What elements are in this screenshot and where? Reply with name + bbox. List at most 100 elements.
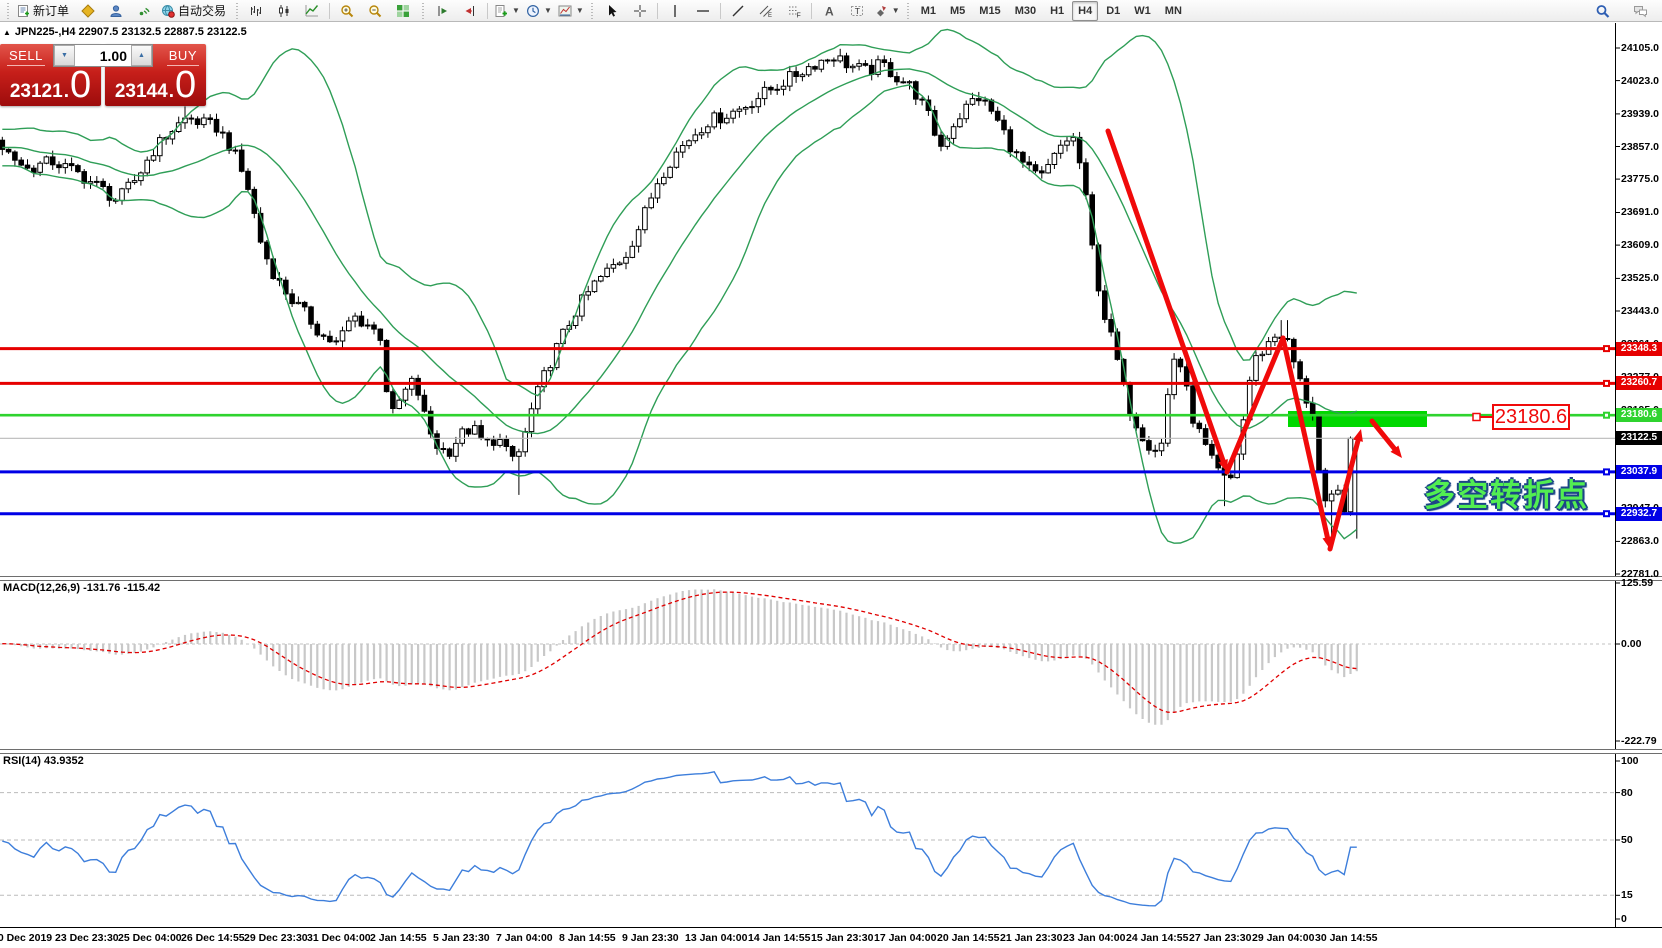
timeframe-m1-button[interactable]: M1 — [920, 4, 936, 17]
community-button[interactable] — [102, 0, 130, 22]
line-chart-icon — [305, 4, 319, 16]
time-tick: 20 Dec 2019 — [0, 932, 53, 944]
time-tick: 30 Jan 14:55 — [1315, 932, 1378, 944]
autotrading-button-label: 自动交易 — [178, 4, 227, 18]
bar-chart-button[interactable] — [242, 0, 270, 22]
rsi-line — [2, 771, 1357, 907]
toolbar-drag-handle[interactable] — [233, 2, 241, 19]
macd-label: MACD(12,26,9) -131.76 -115.42 — [3, 582, 161, 594]
timeframe-h1-button[interactable]: H1 — [1050, 4, 1065, 17]
signals-button[interactable] — [130, 0, 158, 22]
price-tick: 23525.0 — [1621, 272, 1659, 284]
macd-indicator — [0, 589, 1615, 725]
sell-price-dot: . — [63, 81, 69, 102]
symbol-ohlc-text: JPN225-,H4 22907.5 23132.5 22887.5 23122… — [14, 26, 247, 38]
timeframe-m15-button[interactable]: M15 — [979, 4, 1001, 17]
chevron-down-icon[interactable]: ▼ — [543, 6, 552, 15]
bollinger-bands — [2, 28, 1358, 544]
price-badge-23260.7: 23260.7 — [1616, 376, 1662, 390]
chat-button[interactable] — [1626, 0, 1654, 22]
rsi-scale-100: 100 — [1621, 755, 1639, 767]
fibo-button[interactable]: F — [780, 0, 808, 22]
price-tick: 23857.0 — [1621, 141, 1659, 153]
trendline-button[interactable] — [724, 0, 752, 22]
autotrading-icon — [162, 4, 175, 18]
toolbar-right — [1588, 0, 1662, 22]
rsi-scale-0: 0 — [1621, 913, 1627, 925]
preview-button[interactable]: ▼ — [555, 0, 587, 22]
toolbar-separator — [810, 2, 812, 19]
auto-scroll-button[interactable] — [456, 0, 484, 22]
pane-separator-rsi[interactable] — [0, 749, 1662, 754]
macd-scale-top: 125.59 — [1621, 577, 1654, 589]
toolbar-drag-handle[interactable] — [904, 2, 912, 19]
templates-button[interactable]: ▼ — [491, 0, 523, 22]
level-price-label[interactable]: 23180.6 — [1492, 404, 1570, 430]
volume-decrease-button[interactable]: ▼ — [54, 45, 75, 66]
pane-separator-macd[interactable] — [0, 576, 1662, 581]
time-tick: 8 Jan 14:55 — [559, 932, 616, 944]
volume-increase-button[interactable]: ▲ — [131, 45, 152, 66]
toolbar-separator — [329, 2, 331, 19]
toolbar-drag-handle[interactable] — [4, 2, 11, 19]
chevron-down-icon[interactable]: ▼ — [575, 6, 584, 15]
periods-button[interactable]: ▼ — [523, 0, 555, 22]
toolbar-drag-handle[interactable] — [419, 2, 427, 19]
line-chart-button[interactable] — [298, 0, 326, 22]
new-order-button[interactable]: 新订单 — [13, 0, 74, 22]
channel-icon: E — [759, 5, 772, 18]
crosshair-icon — [633, 4, 646, 17]
chart-shift-button[interactable] — [428, 0, 456, 22]
time-tick: 25 Dec 04:00 — [118, 932, 182, 944]
cursor-button[interactable] — [598, 0, 626, 22]
buy-price-big: 0 — [174, 64, 197, 106]
time-tick: 5 Jan 23:30 — [433, 932, 490, 944]
time-tick: 2 Jan 14:55 — [370, 932, 427, 944]
macd-scale-bottom: -222.79 — [1621, 735, 1657, 747]
time-tick: 26 Dec 14:55 — [181, 932, 245, 944]
new-order-icon — [18, 4, 29, 17]
crosshair-button[interactable] — [626, 0, 654, 22]
timeframe-w1-button[interactable]: W1 — [1134, 4, 1151, 17]
rsi-scale-50: 50 — [1621, 834, 1633, 846]
timeframe-d1-button[interactable]: D1 — [1106, 4, 1121, 17]
label-button[interactable]: T — [843, 0, 871, 22]
chevron-down-icon[interactable]: ▼ — [512, 6, 520, 15]
fibo-icon: F — [788, 6, 801, 18]
timeframe-m5-button[interactable]: M5 — [950, 4, 966, 17]
buy-price: 23144 . 0 — [105, 66, 206, 104]
macd-scale-zero: 0.00 — [1621, 638, 1642, 650]
timeframe-h4-button[interactable]: H4 — [1072, 0, 1099, 21]
zoom-in-button[interactable] — [333, 0, 361, 22]
hline-button[interactable] — [689, 0, 717, 22]
search-button[interactable] — [1588, 0, 1616, 22]
candle-chart-button[interactable] — [270, 0, 298, 22]
zoom-out-button[interactable] — [361, 0, 389, 22]
tile-windows-button[interactable] — [389, 0, 417, 22]
text-button[interactable]: A — [815, 0, 843, 22]
time-tick: 17 Jan 04:00 — [874, 932, 937, 944]
timeframe-m30-button[interactable]: M30 — [1014, 4, 1037, 17]
vline-button[interactable] — [661, 0, 689, 22]
autotrading-button[interactable]: 自动交易 — [158, 0, 231, 22]
zigzag-annotation[interactable] — [1105, 128, 1402, 552]
volume-value[interactable]: 1.00 — [99, 47, 127, 64]
timeframe-mn-button[interactable]: MN — [1164, 4, 1182, 17]
chart-expand-icon[interactable]: ▲ — [3, 27, 11, 37]
rsi-scale-15: 15 — [1621, 889, 1633, 902]
support-zone-box[interactable] — [1288, 411, 1427, 427]
arrows-button[interactable]: ▼ — [871, 0, 903, 22]
market-button[interactable] — [74, 0, 102, 22]
chevron-down-icon[interactable]: ▼ — [891, 6, 900, 15]
price-axis-border — [1615, 23, 1616, 927]
toolbar-drag-handle[interactable] — [588, 2, 596, 19]
turning-point-annotation: 多空转折点 — [1424, 478, 1589, 513]
zoom-out-icon — [369, 4, 382, 17]
chat-icon — [1633, 5, 1647, 17]
price-badge-23037.9: 23037.9 — [1616, 465, 1662, 479]
channel-button[interactable]: E — [752, 0, 780, 22]
arrows-icon — [876, 5, 886, 16]
